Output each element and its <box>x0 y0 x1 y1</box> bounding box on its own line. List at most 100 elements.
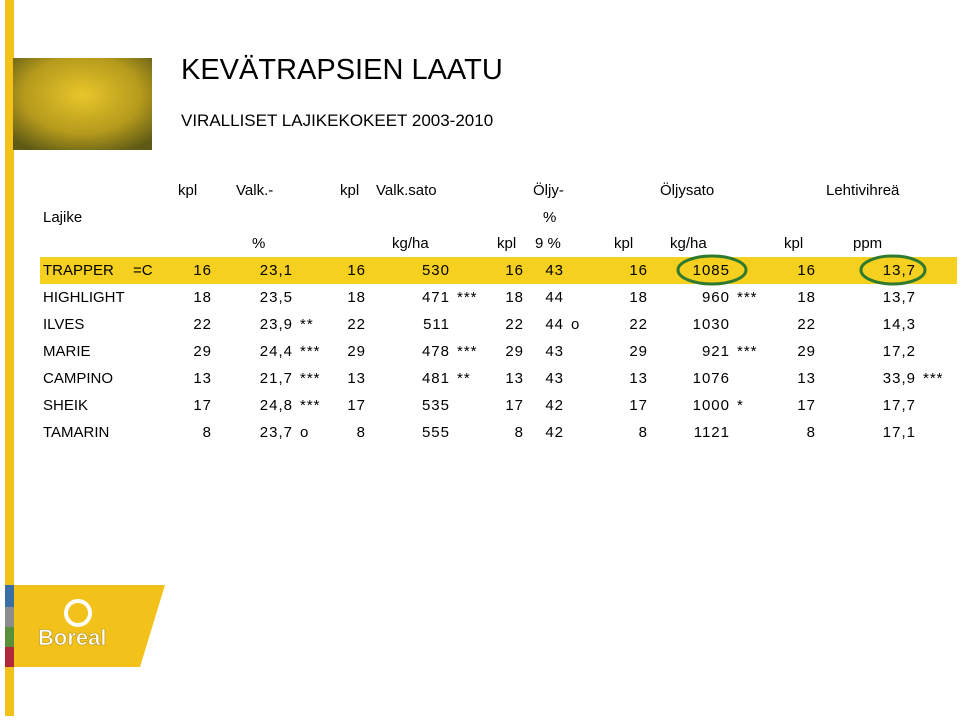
cell: 23,9 <box>260 316 293 333</box>
cell: 42 <box>545 397 564 414</box>
rapeseed-image <box>13 58 152 150</box>
cell: 13 <box>629 370 648 387</box>
cell: 18 <box>629 289 648 306</box>
cell: 23,5 <box>260 289 293 306</box>
cell: 17 <box>629 397 648 414</box>
row-name: SHEIK <box>43 397 88 414</box>
cell: 23,1 <box>260 262 293 279</box>
significance: o <box>300 424 309 441</box>
cell: 16 <box>505 262 524 279</box>
cell: 14,3 <box>883 316 916 333</box>
header-cell: Öljysato <box>660 181 714 199</box>
cell: 29 <box>347 343 366 360</box>
row-name: CAMPINO <box>43 370 113 387</box>
cell: 23,7 <box>260 424 293 441</box>
cell: 29 <box>505 343 524 360</box>
header-cell: kg/ha <box>392 235 429 252</box>
cell: 8 <box>203 424 212 441</box>
cell: 16 <box>347 262 366 279</box>
cell: 13,7 <box>883 262 916 279</box>
cell: 17 <box>797 397 816 414</box>
cell: 18 <box>193 289 212 306</box>
cell: 478 <box>422 343 450 360</box>
side-block <box>5 647 14 667</box>
significance: *** <box>457 289 478 306</box>
title: KEVÄTRAPSIEN LAATU <box>181 54 503 86</box>
significance: ** <box>457 370 471 387</box>
logo-icon <box>64 599 92 627</box>
logo-band <box>14 585 165 667</box>
side-bar <box>5 0 14 716</box>
cell: 8 <box>807 424 816 441</box>
cell: 13 <box>505 370 524 387</box>
cell: 43 <box>545 370 564 387</box>
cell: 1076 <box>693 370 730 387</box>
cell: 17 <box>193 397 212 414</box>
cell: 8 <box>639 424 648 441</box>
cell: 16 <box>193 262 212 279</box>
cell: 29 <box>797 343 816 360</box>
cell: 22 <box>347 316 366 333</box>
cell: 24,8 <box>260 397 293 414</box>
header-cell: kpl <box>614 235 633 252</box>
logo-text: Boreal <box>38 625 106 650</box>
header-cell: % <box>252 235 265 252</box>
cell: 8 <box>357 424 366 441</box>
row-name: MARIE <box>43 343 91 360</box>
circle-marker <box>676 254 748 286</box>
cell: 16 <box>797 262 816 279</box>
cell: 43 <box>545 262 564 279</box>
cell: 44 <box>545 316 564 333</box>
row-note: =C <box>133 262 153 279</box>
cell: 22 <box>505 316 524 333</box>
table: kpl Valk.- kpl Valk.sato Öljy- Öljysato Lehtiv… <box>43 181 944 441</box>
header-cell: kpl <box>784 235 803 252</box>
header-cell: kpl <box>178 182 197 199</box>
cell: 18 <box>505 289 524 306</box>
cell: 960 <box>702 289 730 306</box>
highlight-row <box>40 257 957 284</box>
cell: 22 <box>797 316 816 333</box>
significance: *** <box>300 397 321 414</box>
cell: 22 <box>193 316 212 333</box>
cell: 1030 <box>693 316 730 333</box>
significance: *** <box>457 343 478 360</box>
cell: 471 <box>422 289 450 306</box>
significance: ** <box>300 316 314 333</box>
side-block <box>5 607 14 627</box>
cell: 21,7 <box>260 370 293 387</box>
cell: 16 <box>629 262 648 279</box>
header-cell: kg/ha <box>670 235 707 252</box>
cell: 29 <box>193 343 212 360</box>
header-cell: kpl <box>340 182 359 199</box>
cell: 1085 <box>693 262 730 279</box>
cell: 17,1 <box>883 424 916 441</box>
header-cell: Lajike <box>43 209 82 226</box>
cell: 24,4 <box>260 343 293 360</box>
cell: 13,7 <box>883 289 916 306</box>
header-cell: ppm <box>853 235 882 252</box>
cell: 18 <box>347 289 366 306</box>
cell: 17,7 <box>883 397 916 414</box>
circle-marker <box>859 254 927 286</box>
cell: 18 <box>797 289 816 306</box>
header-cell: Valk.sato <box>376 182 437 199</box>
significance: o <box>571 316 580 333</box>
significance: *** <box>923 370 944 387</box>
significance: *** <box>300 370 321 387</box>
cell: 530 <box>422 262 450 279</box>
cell: 8 <box>515 424 524 441</box>
row-name: HIGHLIGHT <box>43 289 125 306</box>
header-cell: Valk.- <box>236 182 273 199</box>
cell: 42 <box>545 424 564 441</box>
subtitle: VIRALLISET LAJIKEKOKEET 2003-2010 <box>181 111 493 130</box>
cell: 13 <box>193 370 212 387</box>
header-cell: kpl <box>497 235 516 252</box>
cell: 17 <box>347 397 366 414</box>
cell: 535 <box>422 397 450 414</box>
cell: 43 <box>545 343 564 360</box>
cell: 44 <box>545 289 564 306</box>
header-cell: Lehtivihreä <box>826 182 900 199</box>
header-cell: % <box>543 209 556 226</box>
